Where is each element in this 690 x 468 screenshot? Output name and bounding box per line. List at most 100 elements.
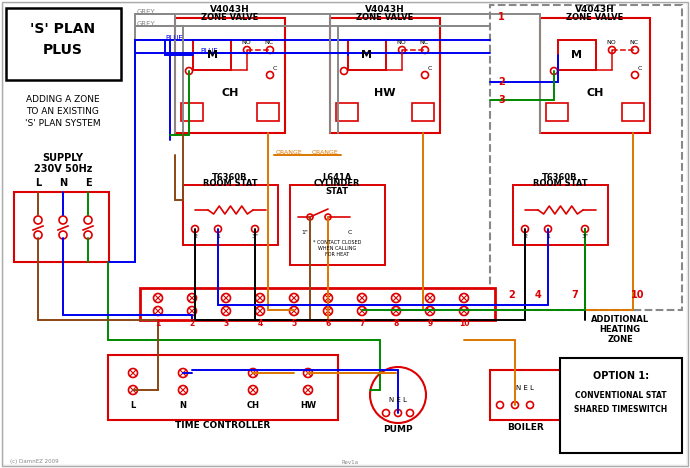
Text: T6360B: T6360B — [213, 173, 248, 182]
Bar — [183, 185, 278, 245]
Circle shape — [215, 226, 221, 233]
Circle shape — [406, 410, 413, 417]
Text: L: L — [130, 401, 136, 410]
Circle shape — [426, 293, 435, 302]
Bar — [140, 288, 495, 320]
Text: NO: NO — [396, 39, 406, 44]
Text: GREY: GREY — [137, 9, 156, 15]
Text: ZONE: ZONE — [607, 336, 633, 344]
Text: 10: 10 — [459, 319, 469, 328]
Bar — [6, 8, 121, 80]
Circle shape — [304, 368, 313, 378]
Text: 5: 5 — [291, 319, 297, 328]
Circle shape — [153, 293, 163, 302]
Bar — [14, 192, 109, 262]
Text: 9: 9 — [427, 319, 433, 328]
Circle shape — [255, 293, 264, 302]
Circle shape — [290, 307, 299, 315]
Circle shape — [422, 46, 428, 53]
Text: N: N — [179, 401, 186, 410]
Circle shape — [526, 402, 533, 409]
Text: BLUE: BLUE — [165, 35, 183, 41]
Bar — [193, 40, 231, 70]
Text: ROOM STAT: ROOM STAT — [203, 180, 257, 189]
Text: ORANGE: ORANGE — [276, 151, 303, 155]
Circle shape — [460, 293, 469, 302]
Bar — [257, 103, 279, 121]
Text: 2: 2 — [509, 290, 515, 300]
Text: 3": 3" — [582, 234, 589, 240]
Text: TO AN EXISTING: TO AN EXISTING — [26, 108, 99, 117]
Circle shape — [522, 226, 529, 233]
Text: 2: 2 — [189, 319, 195, 328]
Text: L641A: L641A — [322, 173, 352, 182]
Circle shape — [59, 231, 67, 239]
Bar — [490, 5, 682, 310]
Bar — [540, 18, 650, 133]
Text: 1: 1 — [546, 234, 550, 240]
Text: Rev1a: Rev1a — [342, 460, 359, 465]
Text: ORANGE: ORANGE — [312, 151, 339, 155]
Text: 3: 3 — [224, 319, 228, 328]
Circle shape — [357, 307, 366, 315]
Text: 3: 3 — [498, 95, 505, 105]
Circle shape — [128, 368, 137, 378]
Circle shape — [179, 368, 188, 378]
Bar — [290, 185, 385, 265]
Bar — [490, 370, 560, 420]
Circle shape — [188, 307, 197, 315]
Circle shape — [422, 72, 428, 79]
Text: M: M — [206, 50, 217, 60]
Text: 1": 1" — [302, 229, 308, 234]
Text: BLUE: BLUE — [200, 48, 218, 54]
Circle shape — [153, 307, 163, 315]
Circle shape — [497, 402, 504, 409]
Circle shape — [582, 226, 589, 233]
Text: 3": 3" — [251, 234, 259, 240]
Circle shape — [59, 216, 67, 224]
Text: T6360B: T6360B — [542, 173, 578, 182]
Circle shape — [290, 293, 299, 302]
Circle shape — [460, 307, 469, 315]
Text: NO: NO — [606, 39, 615, 44]
Circle shape — [631, 72, 638, 79]
Circle shape — [382, 410, 389, 417]
Text: (c) DamnEZ 2009: (c) DamnEZ 2009 — [10, 460, 59, 465]
Text: V4043H: V4043H — [210, 6, 250, 15]
Circle shape — [426, 307, 435, 315]
Circle shape — [244, 46, 250, 53]
Text: 7: 7 — [571, 290, 578, 300]
Circle shape — [34, 216, 42, 224]
Text: N E L: N E L — [389, 397, 407, 403]
Text: SUPPLY: SUPPLY — [43, 153, 83, 163]
Text: STAT: STAT — [326, 187, 348, 196]
Text: 'S' PLAN SYSTEM: 'S' PLAN SYSTEM — [26, 118, 101, 127]
Bar — [412, 103, 434, 121]
Circle shape — [266, 72, 273, 79]
Circle shape — [511, 402, 518, 409]
Text: N: N — [59, 178, 67, 188]
Text: CH: CH — [586, 88, 604, 98]
Circle shape — [395, 410, 402, 417]
Circle shape — [391, 293, 400, 302]
Circle shape — [255, 307, 264, 315]
Text: 1: 1 — [498, 12, 505, 22]
Text: 10: 10 — [631, 290, 644, 300]
Circle shape — [186, 67, 193, 74]
Circle shape — [188, 293, 197, 302]
Text: * CONTACT CLOSED: * CONTACT CLOSED — [313, 241, 361, 246]
Text: FOR HEAT: FOR HEAT — [325, 253, 349, 257]
Text: TIME CONTROLLER: TIME CONTROLLER — [175, 421, 270, 430]
Text: ADDING A ZONE: ADDING A ZONE — [26, 95, 100, 104]
Circle shape — [192, 226, 199, 233]
Text: NC: NC — [264, 39, 273, 44]
Text: BOILER: BOILER — [506, 424, 544, 432]
Text: 8: 8 — [393, 319, 399, 328]
Text: 1: 1 — [216, 234, 220, 240]
Text: ZONE VALVE: ZONE VALVE — [356, 13, 413, 22]
Bar — [348, 40, 386, 70]
Bar — [622, 103, 644, 121]
Circle shape — [357, 293, 366, 302]
Bar — [181, 103, 203, 121]
Text: C: C — [428, 66, 432, 72]
